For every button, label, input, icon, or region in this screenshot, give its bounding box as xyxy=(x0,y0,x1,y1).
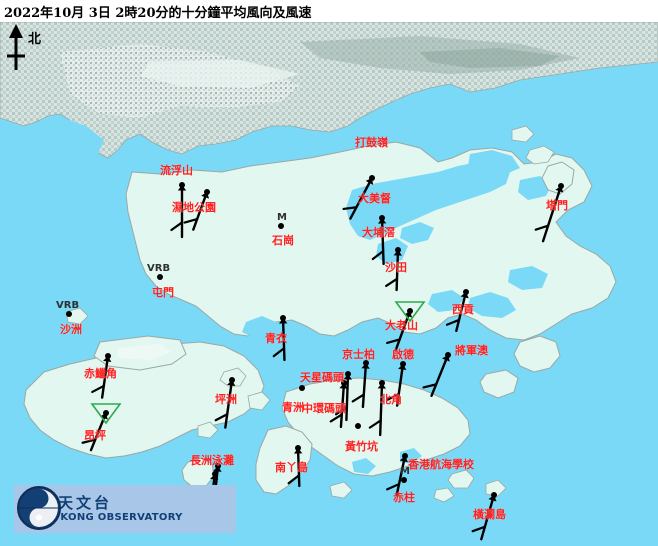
station-dot[interactable] xyxy=(280,315,286,321)
station-dot[interactable] xyxy=(363,360,369,366)
wind-barb xyxy=(445,290,469,333)
station-label-打鼓嶺: 打鼓嶺 xyxy=(355,136,388,149)
station-label-西貢: 西貢 xyxy=(452,303,474,316)
gale-triangle-icon xyxy=(90,403,122,425)
station-dot[interactable] xyxy=(295,445,301,451)
station-dot[interactable] xyxy=(401,477,407,483)
station-dot[interactable] xyxy=(345,371,351,377)
north-label: 北 xyxy=(28,32,42,47)
station-dot[interactable] xyxy=(212,471,218,477)
station-dot[interactable] xyxy=(355,423,361,429)
station-label-橫瀾島: 橫瀾島 xyxy=(473,508,506,521)
station-label-香港航海學校: 香港航海學校 xyxy=(408,458,474,471)
north-arrow-icon xyxy=(7,24,25,70)
station-dot[interactable] xyxy=(229,377,235,383)
station-label-青衣: 青衣 xyxy=(265,332,287,345)
station-dot[interactable] xyxy=(558,183,564,189)
station-dot[interactable] xyxy=(400,361,406,367)
station-dot[interactable] xyxy=(379,215,385,221)
station-label-將軍澳: 將軍澳 xyxy=(455,344,488,357)
station-label-赤鱲角: 赤鱲角 xyxy=(84,367,117,380)
station-label-濕地公園: 濕地公園 xyxy=(172,201,216,214)
station-label-屯門: 屯門 xyxy=(152,286,174,299)
title-bar: 2022年10月 3日 2時20分的十分鐘平均風向及風速 xyxy=(0,0,658,22)
station-label-大美督: 大美督 xyxy=(358,192,391,205)
station-dot[interactable] xyxy=(204,189,210,195)
station-dot[interactable] xyxy=(215,463,221,469)
wind-barb-layer xyxy=(81,176,564,541)
hko-logo: 香港天文台 HONG KONG OBSERVATORY xyxy=(14,485,236,533)
station-label-南丫島: 南丫島 xyxy=(275,461,308,474)
station-dot[interactable] xyxy=(445,352,451,358)
map-canvas[interactable]: M VRB VRB M 打鼓嶺流浮山濕地公園石崗 大美督塔門大埔滘沙田屯門沙洲 西貢大老山… xyxy=(0,22,658,546)
station-label-天星碼頭: 天星碼頭 xyxy=(300,371,344,384)
map-geometry: M VRB VRB M xyxy=(0,22,658,546)
station-marker-layer: M VRB VRB M xyxy=(56,175,564,498)
station-dot[interactable] xyxy=(369,175,375,181)
hko-emblem-icon xyxy=(17,486,61,530)
station-label-大老山: 大老山 xyxy=(385,319,418,332)
station-dot[interactable] xyxy=(179,182,185,188)
station-label-沙田: 沙田 xyxy=(385,261,407,274)
station-dot[interactable] xyxy=(395,247,401,253)
station-dot[interactable] xyxy=(103,410,109,416)
station-dot[interactable] xyxy=(105,353,111,359)
station-status-marker: VRB xyxy=(56,300,79,311)
gale-triangle-icon xyxy=(394,301,426,323)
station-dot[interactable] xyxy=(491,492,497,498)
station-label-坪洲: 坪洲 xyxy=(215,393,237,406)
logo-english-text: HONG KONG OBSERVATORY xyxy=(22,511,183,523)
page-title: 2022年10月 3日 2時20分的十分鐘平均風向及風速 xyxy=(4,6,312,21)
station-dot[interactable] xyxy=(341,380,347,386)
station-status-marker: M xyxy=(277,212,287,223)
station-label-塔門: 塔門 xyxy=(546,199,568,212)
station-dot[interactable] xyxy=(299,385,305,391)
station-label-長洲泳灘: 長洲泳灘 xyxy=(190,454,234,467)
station-label-啟德: 啟德 xyxy=(392,348,414,361)
wind-barb xyxy=(214,378,236,429)
station-dot[interactable] xyxy=(278,223,284,229)
station-label-京士柏: 京士柏 xyxy=(342,348,375,361)
wind-barb xyxy=(91,354,112,399)
station-label-大埔滘: 大埔滘 xyxy=(362,226,395,239)
station-label-流浮山: 流浮山 xyxy=(160,164,193,177)
station-label-中環碼頭: 中環碼頭 xyxy=(302,402,346,415)
station-dot[interactable] xyxy=(66,311,72,317)
station-dot[interactable] xyxy=(379,380,385,386)
station-label-赤柱: 赤柱 xyxy=(393,491,415,504)
wind-barb xyxy=(386,362,407,407)
station-status-marker: M xyxy=(400,466,410,477)
station-dot[interactable] xyxy=(407,308,413,314)
station-dot[interactable] xyxy=(463,289,469,295)
station-status-marker: VRB xyxy=(147,263,170,274)
station-dot[interactable] xyxy=(157,274,163,280)
station-label-青洲: 青洲 xyxy=(282,401,304,414)
station-label-黃竹坑: 黃竹坑 xyxy=(345,440,378,453)
station-dot[interactable] xyxy=(402,453,408,459)
station-label-昂坪: 昂坪 xyxy=(84,429,106,442)
station-label-石崗: 石崗 xyxy=(272,234,294,247)
station-label-沙洲: 沙洲 xyxy=(60,323,82,336)
wind-barb xyxy=(385,454,408,497)
station-label-北角: 北角 xyxy=(380,393,402,406)
